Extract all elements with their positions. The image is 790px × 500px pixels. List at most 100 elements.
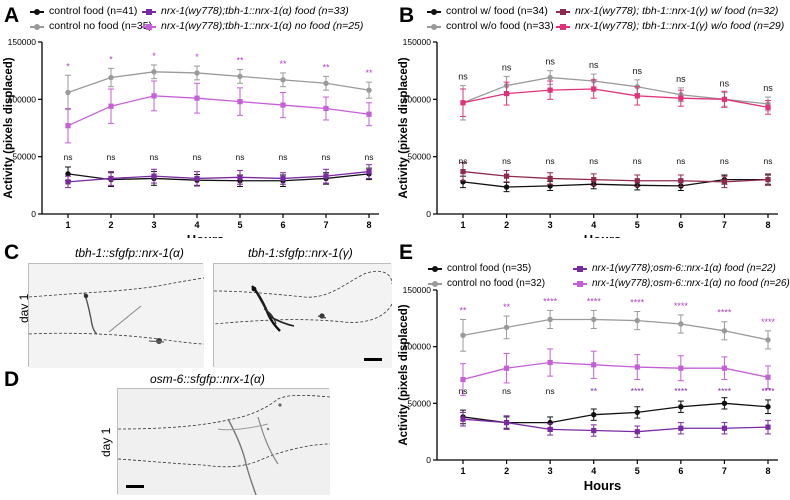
series-3 <box>460 161 771 189</box>
legend-marker-square-icon <box>142 8 156 16</box>
significance-label: ns <box>459 386 468 396</box>
significance-label: **** <box>718 386 732 396</box>
micro-c-right-title: tbh-1:sfgfp::nrx-1(γ) <box>248 246 353 260</box>
significance-label: ** <box>459 305 467 315</box>
data-point <box>678 95 684 101</box>
series-4 <box>460 79 771 118</box>
significance-label: **** <box>717 308 732 318</box>
significance-label: **** <box>761 386 775 396</box>
x-tick-label: 3 <box>548 466 553 476</box>
y-axis-label: Activity (pixels displaced) <box>3 57 15 198</box>
legend-label: nrx-1(wy778);osm-6::nrx-1(α) food (n=22) <box>592 263 776 274</box>
significance-label: * <box>152 51 156 61</box>
data-point <box>151 173 157 179</box>
data-point <box>591 316 597 323</box>
significance-label: * <box>109 54 113 64</box>
data-point <box>503 91 510 97</box>
data-point <box>678 425 684 431</box>
significance-label: ns <box>322 152 331 162</box>
legend-a-item: control no food (n=35) <box>30 20 152 33</box>
x-tick-label: 2 <box>504 466 509 476</box>
chart-a: 0 50000 100000 150000 1 2 3 4 5 6 7 8 Hours Activity … <box>3 37 379 238</box>
y-tick-label: 0 <box>426 455 431 465</box>
x-tick-label: 1 <box>460 220 465 230</box>
micrograph-c-right <box>213 263 393 368</box>
panel-letter-c: C <box>4 241 20 264</box>
data-point <box>591 362 597 368</box>
legend-a-item: nrx-1(wy778);tbh-1::nrx-1(α) food (n=33) <box>142 5 349 18</box>
x-tick-label: 3 <box>548 220 553 230</box>
panel-letter-a: A <box>4 4 20 27</box>
data-point <box>323 173 329 179</box>
x-tick-label: 8 <box>366 220 371 230</box>
y-tick-label: 50000 <box>407 398 431 408</box>
significance-label: ** <box>322 62 330 72</box>
legend-label: control no food (n=32) <box>447 278 546 289</box>
data-point <box>591 411 597 418</box>
data-point <box>765 404 771 410</box>
data-point <box>460 376 466 383</box>
panel-letter-e: E <box>399 241 414 264</box>
significance-label: ns <box>546 386 555 396</box>
data-point <box>460 416 466 422</box>
data-point <box>366 168 372 175</box>
legend-e-item: control food (n=35) <box>428 262 531 275</box>
significance-label: ns <box>764 156 773 166</box>
significance-label: **** <box>587 296 602 306</box>
data-point <box>460 100 466 106</box>
data-point <box>547 175 553 182</box>
series-line <box>462 178 768 188</box>
legend-marker-dot-icon <box>427 23 441 31</box>
x-tick-label: 5 <box>635 466 640 476</box>
significance-label: ns <box>502 156 511 166</box>
scale-bar <box>126 485 144 488</box>
data-point <box>323 105 329 112</box>
legend-marker-square-icon <box>573 265 587 273</box>
data-point <box>237 73 243 80</box>
legend-marker-dot-icon <box>30 8 44 16</box>
data-point <box>65 171 71 177</box>
panel-letter-b: B <box>399 4 415 27</box>
data-point <box>547 87 553 93</box>
legend-e-item: control no food (n=32) <box>428 277 545 290</box>
series-line <box>67 95 370 127</box>
data-point <box>503 184 510 190</box>
y-tick-label: 150000 <box>403 37 432 47</box>
chart-e: 0 50000 100000 150000 1 2 3 4 5 6 7 8 Hours Activity … <box>398 285 778 493</box>
data-point <box>634 364 640 370</box>
significance-label: **** <box>674 301 689 311</box>
x-axis-label: Hours <box>187 232 225 238</box>
data-point <box>721 328 728 334</box>
legend-label: nrx-1(wy778); tbh-1::nrx-1(γ) w/ food (n… <box>575 5 779 17</box>
neuron-image-c-left <box>28 264 205 368</box>
data-point <box>634 409 640 416</box>
legend-marker-square-icon <box>556 8 570 16</box>
y-tick-label: 100000 <box>403 342 432 352</box>
x-tick-label: 8 <box>765 466 770 476</box>
significance-label: ns <box>720 78 730 88</box>
significance-label: **** <box>543 296 558 306</box>
significance-label: **** <box>761 317 776 327</box>
significance-label: ns <box>676 156 685 166</box>
neuron-image-c-right <box>213 264 393 368</box>
significance-label: ns <box>365 152 374 162</box>
legend-label: control w/ food (n=34) <box>446 5 548 17</box>
x-tick-label: 4 <box>591 220 596 230</box>
data-point <box>678 321 684 327</box>
data-point <box>591 86 597 92</box>
data-point <box>503 324 510 331</box>
significance-label: ns <box>546 156 555 166</box>
legend-marker-dot-icon <box>427 8 441 16</box>
legend-e-item: nrx-1(wy778);osm-6::nrx-1(α) no food (n=… <box>573 277 790 290</box>
significance-label: ns <box>107 152 116 162</box>
x-tick-label: 2 <box>108 220 113 230</box>
series-4 <box>460 348 771 396</box>
data-point <box>765 374 771 380</box>
data-point <box>591 177 597 183</box>
series-line <box>67 173 370 182</box>
x-tick-label: 7 <box>722 220 727 230</box>
series-line <box>67 170 370 183</box>
chart-b: 0 50000 100000 150000 1 2 3 4 5 6 7 8 Hours Activity … <box>398 37 778 238</box>
legend-marker-dot-icon <box>30 23 44 31</box>
series-line <box>462 402 769 424</box>
